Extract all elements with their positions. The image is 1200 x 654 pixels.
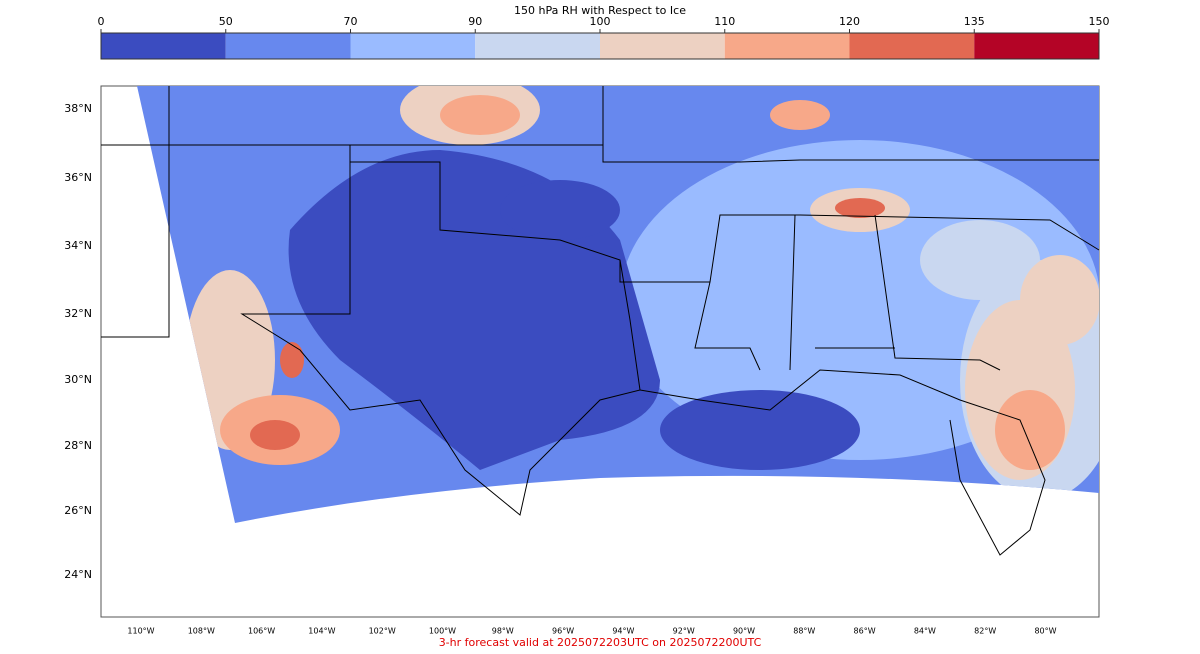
colorbar: 0 50 70 90 100 110 120 135 150 bbox=[98, 15, 1110, 60]
longitude-label: 98°W bbox=[492, 627, 514, 636]
longitude-label: 92°W bbox=[673, 627, 695, 636]
longitude-label: 102°W bbox=[369, 627, 396, 636]
colorbar-segment bbox=[101, 33, 226, 59]
latitude-label: 28°N bbox=[64, 439, 92, 452]
colorbar-segment bbox=[724, 33, 850, 59]
latitude-label: 24°N bbox=[64, 568, 92, 581]
latitude-label: 30°N bbox=[64, 373, 92, 386]
latitude-label: 26°N bbox=[64, 504, 92, 517]
longitude-label: 96°W bbox=[552, 627, 574, 636]
colorbar-tick-label: 70 bbox=[344, 15, 358, 28]
forecast-footer: 3-hr forecast valid at 2025072203UTC on … bbox=[439, 636, 762, 649]
map bbox=[100, 85, 1100, 618]
colorbar-tick-label: 0 bbox=[98, 15, 105, 28]
longitude-label: 100°W bbox=[429, 627, 456, 636]
latitude-label: 38°N bbox=[64, 102, 92, 115]
longitude-label: 86°W bbox=[854, 627, 876, 636]
colorbar-segment bbox=[475, 33, 600, 59]
colorbar-tick-label: 135 bbox=[964, 15, 985, 28]
colorbar-segment bbox=[350, 33, 476, 59]
longitude-label: 88°W bbox=[793, 627, 815, 636]
state-borders bbox=[101, 86, 1100, 556]
colorbar-tick-label: 100 bbox=[590, 15, 611, 28]
longitude-label: 90°W bbox=[733, 627, 755, 636]
latitude-label: 34°N bbox=[64, 239, 92, 252]
colorbar-tick-label: 150 bbox=[1089, 15, 1110, 28]
latitude-labels: 38°N 36°N 34°N 32°N 30°N 28°N 26°N 24°N bbox=[64, 102, 92, 581]
colorbar-segment bbox=[225, 33, 351, 59]
longitude-label: 106°W bbox=[248, 627, 275, 636]
colorbar-segment bbox=[600, 33, 725, 59]
colorbar-segment bbox=[974, 33, 1099, 59]
longitude-labels: 110°W 108°W 106°W 104°W 102°W 100°W 98°W 96°W 94… bbox=[127, 627, 1056, 636]
longitude-label: 104°W bbox=[308, 627, 335, 636]
longitude-label: 110°W bbox=[127, 627, 154, 636]
colorbar-tick-label: 90 bbox=[468, 15, 482, 28]
colorbar-tick-label: 50 bbox=[219, 15, 233, 28]
latitude-label: 36°N bbox=[64, 171, 92, 184]
longitude-label: 82°W bbox=[974, 627, 996, 636]
colorbar-tick-label: 120 bbox=[839, 15, 860, 28]
longitude-label: 84°W bbox=[914, 627, 936, 636]
longitude-label: 80°W bbox=[1034, 627, 1056, 636]
colorbar-tick-label: 110 bbox=[714, 15, 735, 28]
longitude-label: 108°W bbox=[188, 627, 215, 636]
colorbar-title: 150 hPa RH with Respect to Ice bbox=[514, 4, 686, 17]
latitude-label: 32°N bbox=[64, 307, 92, 320]
colorbar-segment bbox=[849, 33, 975, 59]
longitude-label: 94°W bbox=[612, 627, 634, 636]
